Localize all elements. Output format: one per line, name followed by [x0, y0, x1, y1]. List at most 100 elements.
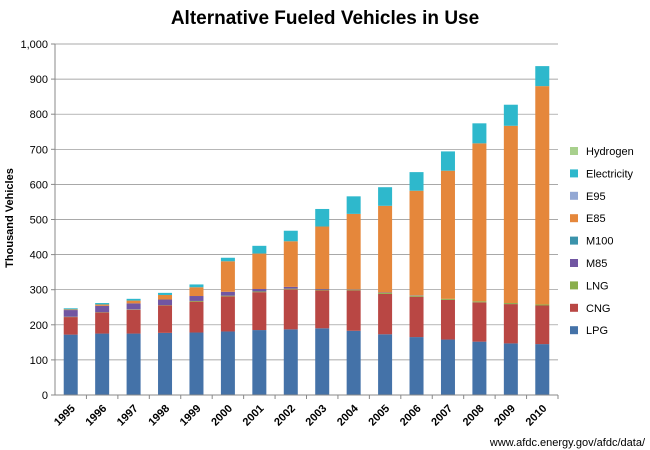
bar-segment-cng [378, 293, 393, 335]
bar-segment-e85 [409, 190, 424, 296]
bar-segment-m85 [95, 305, 110, 313]
bar-segment-cng [283, 289, 298, 330]
bar-segment-lpg [63, 334, 78, 395]
y-tick-label: 1,000 [20, 39, 48, 51]
bar-segment-lpg [220, 331, 235, 395]
bar-segment-electricity [63, 308, 78, 310]
x-tick-label: 2001 [241, 403, 267, 429]
bar-segment-m85 [126, 303, 141, 310]
legend-label-cng: CNG [586, 303, 610, 315]
bar-segment-lng [472, 301, 487, 303]
bar-segment-cng [189, 301, 204, 333]
bar-segment-e85 [189, 287, 204, 297]
x-axis-ticks: 1995 1996 1997 1998 1999 2000 2001 2002 2003 2004… [52, 395, 559, 429]
bar-segment-e85 [346, 213, 361, 290]
x-tick-label: 2007 [429, 403, 455, 429]
legend-swatch-m85 [570, 259, 578, 267]
bar-segment-m85 [63, 310, 78, 317]
legend-swatch-lpg [570, 326, 578, 335]
bar-segment-cng [126, 309, 141, 334]
bar-segment-cng [95, 312, 110, 334]
legend-label-lpg: LPG [586, 325, 608, 337]
legend-label-electricity: Electricity [586, 168, 634, 180]
bar-segment-m85 [315, 288, 330, 290]
y-tick-label: 100 [30, 355, 48, 367]
x-tick-label: 2009 [492, 403, 518, 429]
bar-segment-e85 [315, 226, 330, 289]
bar-segment-m85 [158, 299, 173, 306]
bar-segment-lpg [378, 334, 393, 395]
bar-segment-m85 [220, 291, 235, 296]
y-tick-label: 600 [30, 179, 48, 191]
y-tick-label: 700 [30, 144, 48, 156]
bar-segment-e85 [63, 309, 78, 311]
y-tick-label: 200 [30, 320, 48, 332]
bar-segment-cng [409, 296, 424, 338]
bar-segment-cng [346, 290, 361, 331]
bar-segment-lpg [409, 337, 424, 395]
bar-segment-lpg [283, 329, 298, 395]
legend-swatch-e85 [570, 214, 578, 223]
chart-title: Alternative Fueled Vehicles in Use [171, 8, 479, 29]
bar-segment-lng [220, 295, 235, 297]
bar-segment-electricity [315, 208, 330, 227]
bar-segment-electricity [220, 257, 235, 262]
bar-segment-e85 [158, 294, 173, 300]
bar-segment-lng [315, 289, 330, 291]
bar-segment-cng [158, 305, 173, 333]
bar-segment-lpg [346, 330, 361, 395]
y-tick-label: 300 [30, 285, 48, 297]
legend-swatch-m100 [570, 236, 578, 245]
x-tick-label: 2002 [272, 403, 298, 429]
legend-swatch-electricity [570, 169, 578, 178]
bar-segment-cng [503, 304, 518, 344]
y-tick-label: 900 [30, 74, 48, 86]
y-axis-label: Thousand Vehicles [4, 168, 16, 268]
bar-segment-electricity [535, 66, 550, 87]
y-axis-ticks: 0 100 200 300 400 500 600 700 800 900 1,000 [20, 39, 55, 402]
x-tick-label: 2010 [524, 403, 550, 429]
legend-swatch-lng [570, 281, 578, 290]
x-tick-label: 2003 [304, 403, 330, 429]
bar-segment-m85 [283, 286, 298, 289]
bar-segment-e85 [220, 261, 235, 292]
y-tick-label: 400 [30, 250, 48, 262]
bar-segment-cng [252, 292, 267, 331]
bar-segment-e85 [126, 300, 141, 304]
bars [63, 66, 550, 395]
legend-label-e85: E85 [586, 213, 606, 225]
bar-segment-electricity [503, 104, 518, 126]
bar-segment-lpg [535, 344, 550, 395]
legend-label-e95: E95 [586, 191, 606, 203]
bar-segment-lng [503, 303, 518, 305]
bar-segment-lpg [189, 332, 204, 395]
x-tick-label: 1998 [146, 403, 172, 429]
bar-segment-electricity [95, 303, 110, 305]
bar-segment-m85 [252, 288, 267, 292]
bar-segment-e85 [252, 253, 267, 289]
bar-segment-cng [315, 290, 330, 329]
bar-segment-lng [378, 292, 393, 294]
legend-label-m85: M85 [586, 258, 607, 270]
legend-swatch-cng [570, 303, 578, 312]
legend-swatch-hydrogen [570, 147, 578, 155]
bar-segment-lpg [95, 333, 110, 395]
bar-segment-e85 [378, 205, 393, 293]
bar-segment-e85 [283, 241, 298, 287]
x-tick-label: 2008 [461, 403, 487, 429]
legend-label-hydrogen: Hydrogen [586, 146, 634, 158]
bar-segment-electricity [440, 151, 455, 171]
bar-segment-lpg [126, 333, 141, 395]
bar-segment-electricity [409, 172, 424, 191]
bar-segment-e85 [472, 143, 487, 302]
bar-segment-electricity [472, 123, 487, 144]
bar-segment-electricity [126, 298, 141, 301]
bar-segment-electricity [189, 284, 204, 288]
x-tick-label: 2004 [335, 402, 361, 428]
x-tick-label: 2006 [398, 403, 424, 429]
bar-segment-cng [220, 296, 235, 332]
source-text: www.afdc.energy.gov/afdc/data/ [489, 437, 646, 449]
legend: Hydrogen Electricity E95 E85 M100 M85 LNG CNG LP… [570, 146, 634, 337]
bar-segment-lpg [158, 332, 173, 395]
